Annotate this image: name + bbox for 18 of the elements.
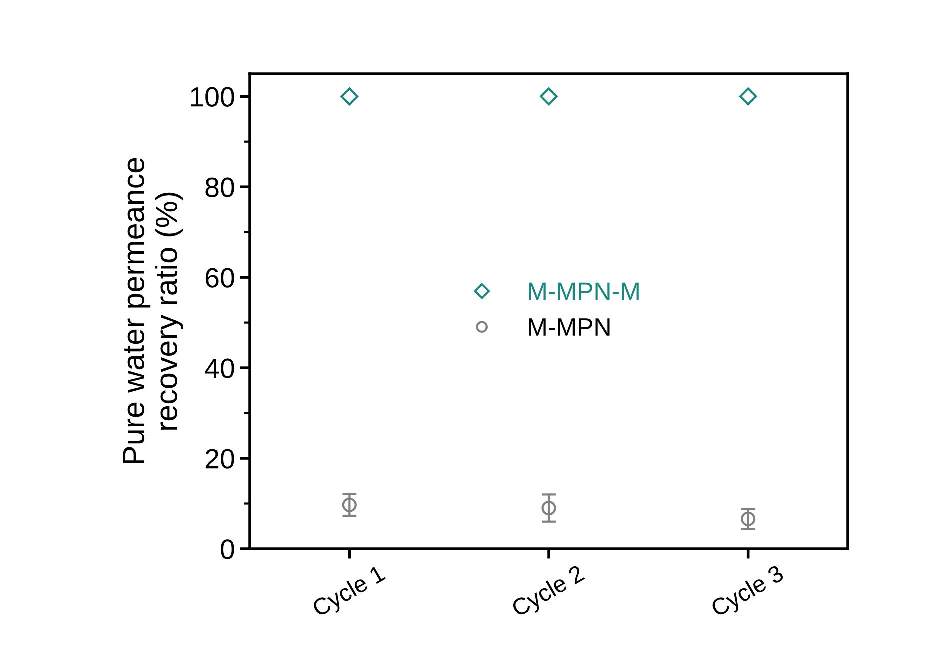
legend-label: M-MPN-M <box>529 282 639 300</box>
point <box>739 88 758 106</box>
point <box>542 500 556 516</box>
legend-label: M-MPN <box>529 318 610 336</box>
point <box>340 88 359 106</box>
point <box>540 88 558 106</box>
y-tick-label: 20 <box>206 449 234 469</box>
y-tick-label: 80 <box>206 178 234 198</box>
y-tick-label: 0 <box>221 540 234 560</box>
y-tick-label: 40 <box>205 358 234 378</box>
y-axis-title: Pure water permeance recovery ratio (%) <box>123 158 184 464</box>
x-tick-label: Cycle 1 <box>311 564 388 622</box>
point <box>342 498 357 512</box>
y-tick-label: 100 <box>191 87 234 107</box>
x-tick-label: Cycle 2 <box>510 564 588 622</box>
x-tick-label: Cycle 3 <box>710 564 788 622</box>
point <box>741 512 756 526</box>
y-tick-label: 60 <box>206 268 234 288</box>
